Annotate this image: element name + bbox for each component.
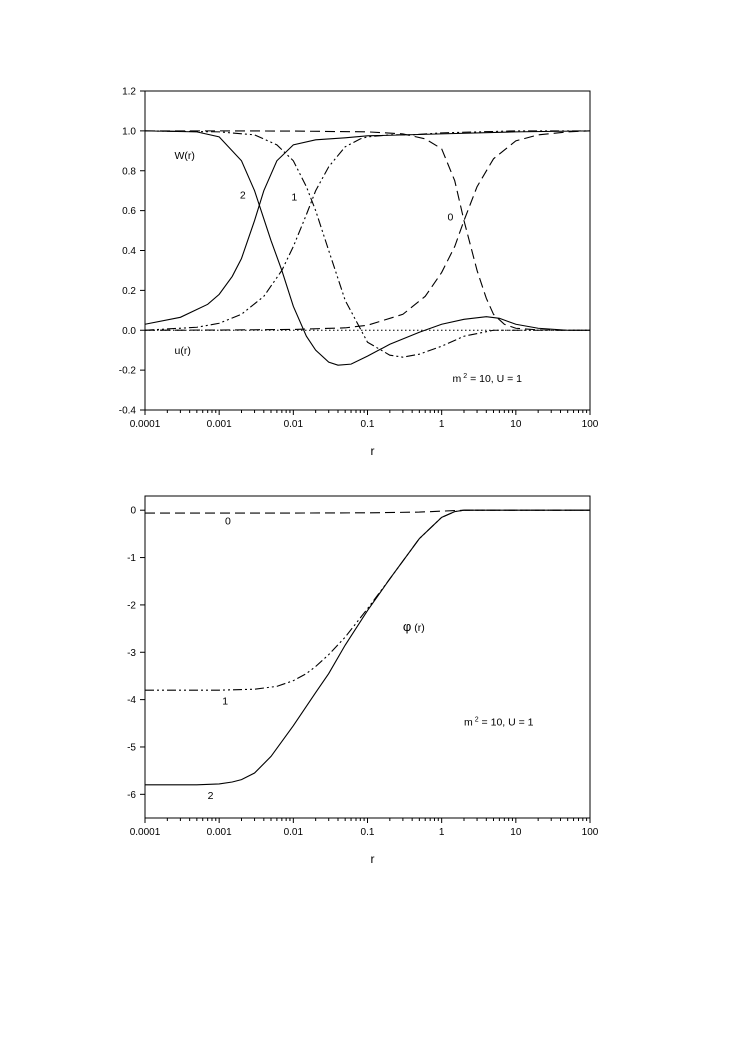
annotation-label: 1 — [222, 695, 228, 707]
y-tick-label: 1.2 — [122, 87, 136, 98]
y-tick-label: -0.2 — [119, 366, 137, 377]
y-tick-label: 1.0 — [122, 126, 136, 137]
annotation-label: u(r) — [175, 345, 191, 357]
x-tick-label: 0.001 — [207, 827, 232, 838]
chart-top-w-u: 0.0001 0.001 0.01 0.1 1 10 100-0.4-0.20.00.20.… — [119, 87, 599, 459]
series-u-2 — [144, 130, 591, 325]
x-axis-title: r — [371, 444, 375, 458]
series-1 — [145, 509, 590, 691]
y-tick-label: 0.0 — [122, 326, 136, 337]
annotation-label: 2 — [208, 790, 214, 802]
y-tick-label: -1 — [127, 553, 136, 564]
x-tick-label: 0.0001 — [130, 419, 161, 430]
annotation-label: 0 — [448, 212, 454, 224]
phi-label: φ (r) — [403, 619, 425, 634]
series-W-2 — [144, 130, 590, 366]
annotation-label: 1 — [291, 192, 297, 204]
x-axis-title: r — [371, 852, 375, 866]
series-W-1 — [144, 130, 590, 358]
y-tick-label: -0.4 — [119, 406, 137, 417]
x-tick-label: 1 — [439, 827, 445, 838]
x-tick-label: 1 — [439, 419, 445, 430]
annotation-label: W(r) — [175, 150, 195, 162]
annotation-label: 2 — [240, 190, 246, 202]
x-tick-label: 10 — [510, 419, 522, 430]
y-tick-label: 0.6 — [122, 206, 136, 217]
series-u-0 — [144, 130, 591, 331]
x-tick-label: 0.1 — [361, 419, 375, 430]
x-tick-label: 0.01 — [284, 827, 304, 838]
x-tick-label: 100 — [582, 827, 599, 838]
y-tick-label: 0.4 — [122, 246, 136, 257]
x-tick-label: 0.001 — [207, 419, 232, 430]
y-tick-label: -5 — [127, 742, 136, 753]
y-tick-label: -2 — [127, 600, 136, 611]
annotation-label: 0 — [225, 515, 231, 527]
plot-frame — [144, 495, 591, 819]
y-tick-label: 0.8 — [122, 166, 136, 177]
x-tick-label: 0.01 — [284, 419, 304, 430]
series-u-1 — [144, 130, 590, 331]
x-tick-label: 0.1 — [361, 827, 375, 838]
y-tick-label: -4 — [127, 695, 136, 706]
y-tick-label: -3 — [127, 648, 136, 659]
y-tick-label: -6 — [127, 790, 136, 801]
y-tick-label: 0 — [130, 506, 136, 517]
x-tick-label: 10 — [510, 827, 522, 838]
x-tick-label: 100 — [582, 419, 599, 430]
x-tick-label: 0.0001 — [130, 827, 161, 838]
chart-bottom-phi: 0.0001 0.001 0.01 0.1 1 10 100 -6 -5 -4 -3 -2 -1 0 r 0 1… — [127, 495, 599, 866]
series-W-0 — [145, 130, 590, 331]
plot-frame — [144, 90, 591, 411]
series-2 — [145, 509, 590, 786]
y-tick-label: 0.2 — [122, 286, 136, 297]
